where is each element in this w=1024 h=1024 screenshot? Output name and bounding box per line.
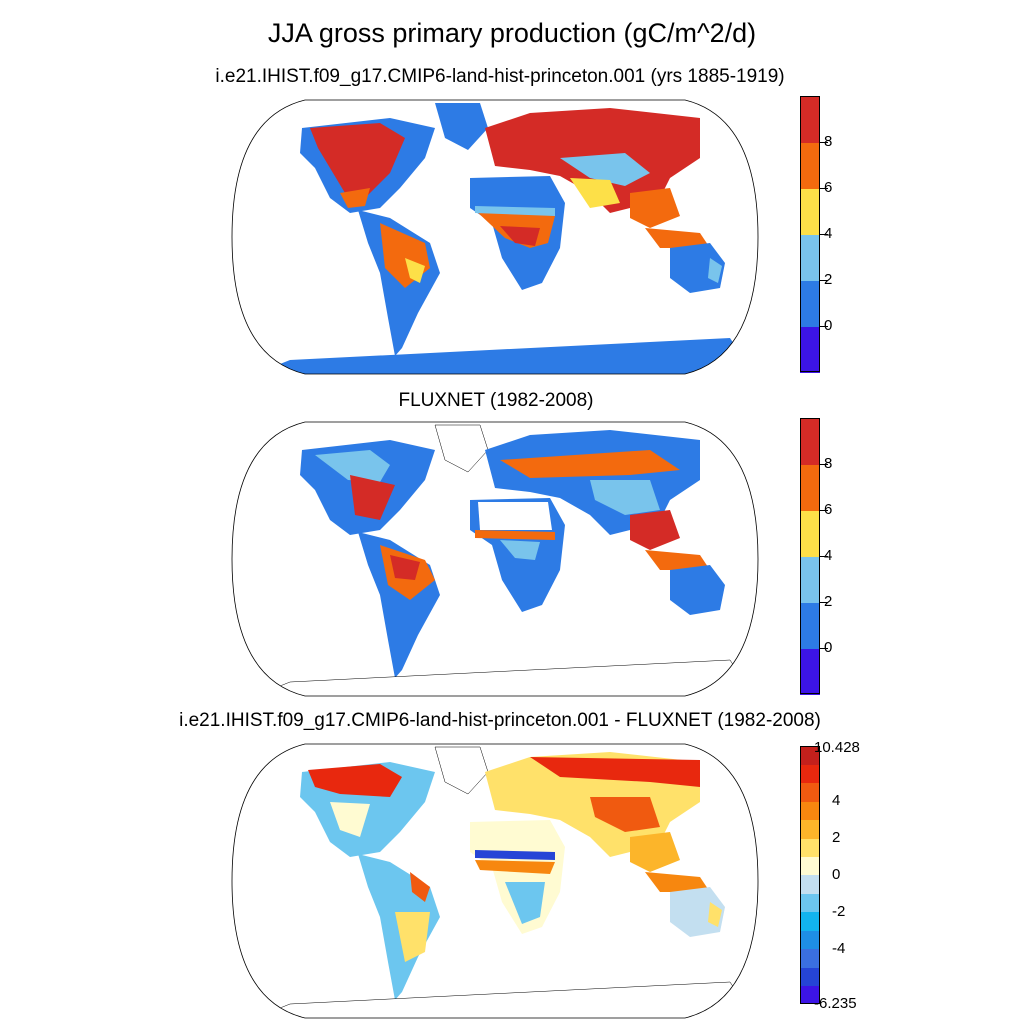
colorbar-tick	[820, 142, 828, 143]
colorbar-segment	[800, 418, 820, 465]
colorbar-segment	[800, 464, 820, 511]
colorbar-tick	[820, 280, 828, 281]
colorbar-tick-label: -4	[832, 939, 846, 957]
colorbar-segment	[800, 234, 820, 281]
colorbar-segment	[800, 188, 820, 235]
greenland-landmass	[435, 103, 488, 150]
panel-title-difference: i.e21.IHIST.f09_g17.CMIP6-land-hist-prin…	[179, 710, 821, 731]
colorbar-segment	[800, 838, 820, 858]
colorbar-tick	[820, 464, 828, 465]
figure-title: JJA gross primary production (gC/m^2/d)	[267, 18, 757, 48]
colorbar-tick-label: 2	[832, 829, 841, 847]
colorbar-tick-label: 6	[824, 179, 833, 196]
colorbar-segment	[800, 911, 820, 931]
colorbar-tick-label: 6	[824, 501, 833, 518]
model-gpp-map	[231, 99, 759, 375]
australia-landmass	[670, 243, 725, 293]
colorbar-segment	[800, 967, 820, 987]
colorbar-tick	[820, 556, 828, 557]
colorbar-tick	[820, 326, 828, 327]
colorbar-segment	[800, 648, 820, 695]
colorbar-tick-label: -2	[832, 902, 846, 920]
colorbar-tick-label: -6.235	[814, 995, 857, 1012]
colorbar-segment	[800, 764, 820, 784]
colorbar-segment	[800, 326, 820, 373]
panel-title-fluxnet: FLUXNET (1982-2008)	[398, 390, 594, 411]
antarctica-landmass	[250, 338, 755, 374]
colorbar-tick-label: 0	[824, 317, 833, 334]
panel-title-model: i.e21.IHIST.f09_g17.CMIP6-land-hist-prin…	[215, 66, 785, 87]
colorbar-tick	[820, 188, 828, 189]
difference-gpp-map	[231, 743, 759, 1019]
colorbar-tick-label: 4	[824, 225, 833, 242]
colorbar-segment	[800, 875, 820, 894]
colorbar-tick-label: 8	[824, 133, 833, 150]
colorbar-segment	[800, 510, 820, 557]
colorbar-segment	[800, 819, 820, 839]
colorbar-tick-label: 0	[824, 639, 833, 656]
colorbar-segment	[800, 948, 820, 968]
colorbar-segment	[800, 280, 820, 327]
colorbar-tick-label: 8	[824, 455, 833, 472]
colorbar-segment	[800, 930, 820, 950]
colorbar-segment	[800, 801, 820, 821]
colorbar-segment	[800, 746, 820, 765]
north-america-high-gpp	[310, 123, 405, 198]
colorbar-segment	[800, 782, 820, 802]
colorbar-tick-label: 4	[824, 547, 833, 564]
colorbar-tick	[820, 602, 828, 603]
colorbar-tick-label: 2	[824, 593, 833, 610]
colorbar-tick-label: 10.428	[814, 739, 860, 756]
colorbar-segment	[800, 985, 820, 1005]
colorbar-segment	[800, 142, 820, 189]
colorbar-tick	[820, 648, 828, 649]
colorbar-segment	[800, 893, 820, 913]
colorbar-segment	[800, 602, 820, 649]
fluxnet-gpp-map	[231, 421, 759, 697]
colorbar-segment	[800, 556, 820, 603]
colorbar-tick	[820, 510, 828, 511]
colorbar-segment	[800, 96, 820, 143]
colorbar-segment	[800, 856, 820, 876]
colorbar-tick-label: 2	[824, 271, 833, 288]
colorbar-tick	[820, 234, 828, 235]
colorbar-tick-label: 4	[832, 792, 841, 810]
colorbar-tick-label: 0	[832, 866, 841, 883]
